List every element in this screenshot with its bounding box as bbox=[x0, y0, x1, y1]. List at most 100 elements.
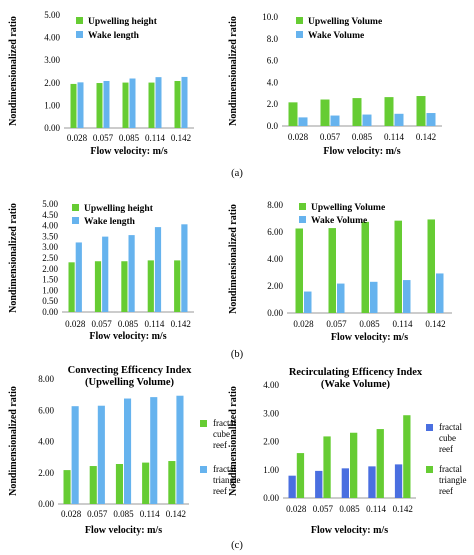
y-tick-label: 4.0 bbox=[267, 77, 279, 87]
bar-fractal-triangle-reef-0.114 bbox=[376, 429, 384, 498]
y-tick-label: 2.0 bbox=[267, 99, 279, 109]
x-tick-label: 0.028 bbox=[288, 132, 309, 142]
legend-label: Upwelling Volume bbox=[308, 17, 382, 27]
bar-upwelling-volume-0.114 bbox=[384, 97, 394, 126]
y-tick-label: 5.00 bbox=[44, 10, 60, 20]
bar-upwelling-volume-0.085 bbox=[361, 221, 369, 313]
x-tick-label: 0.114 bbox=[366, 504, 386, 514]
y-tick-label: 2.00 bbox=[38, 468, 54, 478]
bar-upwelling-height-0.142 bbox=[174, 260, 181, 312]
y-tick-label: 1.00 bbox=[263, 465, 279, 475]
x-tick-label: 0.142 bbox=[171, 319, 191, 329]
y-tick-label: 10.0 bbox=[262, 12, 278, 22]
bar-wake-length-0.114 bbox=[154, 227, 162, 312]
y-tick-label: 0.00 bbox=[263, 493, 279, 503]
y-tick-label: 4.00 bbox=[267, 254, 283, 264]
chart-1: 0.00 1.00 2.00 3.00 4.00 5.00 0.028 0.057 0.085 0… bbox=[8, 10, 194, 157]
bar-fractal-cube-reef-0.057 bbox=[89, 466, 97, 504]
x-tick-label: 0.142 bbox=[425, 319, 445, 329]
legend-label: Upwelling height bbox=[88, 17, 158, 27]
x-tick-label: 0.085 bbox=[118, 319, 139, 329]
bar-upwelling-height-0.114 bbox=[148, 82, 155, 128]
x-tick-label: 0.085 bbox=[359, 319, 380, 329]
x-tick-label: 0.085 bbox=[119, 133, 140, 143]
legend-swatch bbox=[76, 17, 83, 24]
bar-fractal-cube-reef-0.114 bbox=[142, 462, 150, 504]
chart-6: 0.00 1.00 2.00 3.00 4.00 0.028 0.057 0.085 0.114… bbox=[228, 367, 467, 536]
bar-upwelling-height-0.142 bbox=[174, 80, 181, 128]
x-tick-label: 0.085 bbox=[352, 132, 373, 142]
bar-upwelling-volume-0.057 bbox=[320, 99, 330, 126]
caption-b: (b) bbox=[231, 349, 244, 360]
bar-wake-volume-0.142 bbox=[426, 113, 436, 126]
charts-group: 0.001.002.003.004.005.000.028 0.057 0.085 0… bbox=[8, 10, 467, 536]
y-tick-label: 6.0 bbox=[267, 56, 279, 66]
bar-upwelling-height-0.085 bbox=[122, 82, 129, 128]
x-axis-label: Flow velocity: m/s bbox=[89, 331, 166, 342]
bar-upwelling-volume-0.085 bbox=[352, 98, 362, 126]
x-tick-label: 0.057 bbox=[326, 319, 347, 329]
legend-label-line: fractal bbox=[213, 418, 236, 428]
bar-fractal-cube-reef-0.085 bbox=[115, 464, 123, 504]
legend-swatch bbox=[200, 420, 207, 427]
bar-fractal-triangle-reef-0.114 bbox=[150, 397, 158, 504]
x-tick-label: 0.057 bbox=[87, 509, 108, 519]
y-tick-label: 4.00 bbox=[42, 221, 58, 231]
bar-upwelling-height-0.085 bbox=[121, 261, 128, 312]
x-tick-label: 0.028 bbox=[61, 509, 82, 519]
y-tick-label: 0.00 bbox=[267, 308, 283, 318]
legend-label: Upwelling height bbox=[84, 204, 154, 214]
bar-upwelling-volume-0.142 bbox=[427, 219, 435, 313]
x-tick-label: 0.085 bbox=[339, 504, 360, 514]
x-tick-label: 0.028 bbox=[286, 504, 307, 514]
x-axis-label: Flow velocity: m/s bbox=[311, 525, 388, 536]
legend-label: Wake length bbox=[88, 31, 140, 41]
x-axis-label: Flow velocity: m/s bbox=[85, 525, 162, 536]
chart-5: 0.00 2.00 4.00 6.00 8.00 0.028 0.057 0.085 0.114… bbox=[8, 365, 241, 536]
bar-upwelling-height-0.028 bbox=[70, 83, 77, 128]
y-tick-label: 0.00 bbox=[38, 499, 54, 509]
y-tick-label: 6.00 bbox=[38, 405, 54, 415]
legend-swatch bbox=[299, 203, 306, 210]
y-tick-label: 4.00 bbox=[44, 33, 60, 43]
legend-label-line: triangle bbox=[213, 475, 241, 485]
bar-fractal-triangle-reef-0.057 bbox=[323, 436, 331, 498]
y-tick-label: 2.00 bbox=[44, 78, 60, 88]
x-tick-label: 0.114 bbox=[384, 132, 404, 142]
bar-upwelling-volume-0.142 bbox=[416, 96, 426, 126]
x-tick-label: 0.114 bbox=[140, 509, 160, 519]
bar-fractal-cube-reef-0.142 bbox=[168, 461, 176, 504]
legend-swatch bbox=[76, 31, 83, 38]
legend-label: Upwelling Volume bbox=[311, 203, 385, 213]
legend-swatch bbox=[296, 17, 303, 24]
chart-3: 0.000.501.001.502.002.503.003.504.004.50… bbox=[8, 199, 194, 342]
bar-wake-length-0.057 bbox=[103, 80, 110, 128]
bar-upwelling-height-0.057 bbox=[96, 83, 103, 128]
x-tick-label: 0.142 bbox=[393, 504, 413, 514]
chart-title-line: Recirculating Efficency Index bbox=[289, 367, 423, 378]
legend-label-line: triangle bbox=[439, 475, 467, 485]
chart-title-line: (Upwelling Volume) bbox=[85, 377, 174, 388]
y-axis-label: Nondimensionalized ratio bbox=[228, 204, 239, 314]
bar-upwelling-volume-0.028 bbox=[295, 228, 303, 313]
bar-fractal-triangle-reef-0.028 bbox=[296, 453, 305, 498]
bar-fractal-cube-reef-0.028 bbox=[63, 470, 71, 504]
y-tick-label: 3.00 bbox=[44, 55, 60, 65]
y-tick-label: 2.00 bbox=[267, 281, 283, 291]
bar-wake-volume-0.114 bbox=[403, 280, 411, 313]
bar-wake-volume-0.142 bbox=[436, 273, 444, 313]
x-tick-label: 0.057 bbox=[91, 319, 112, 329]
x-tick-label: 0.028 bbox=[293, 319, 314, 329]
y-tick-label: 3.00 bbox=[263, 408, 279, 418]
y-tick-label: 6.00 bbox=[267, 227, 283, 237]
bar-fractal-triangle-reef-0.085 bbox=[124, 398, 132, 504]
legend-label-line: reef bbox=[439, 444, 453, 454]
legend-label: Wake Volume bbox=[311, 216, 367, 226]
legend-label: Wake Volume bbox=[308, 31, 364, 41]
legend-swatch bbox=[426, 424, 433, 431]
legend-label-line: reef bbox=[213, 440, 227, 450]
x-tick-label: 0.057 bbox=[313, 504, 334, 514]
bar-wake-volume-0.114 bbox=[394, 113, 404, 126]
bar-fractal-cube-reef-0.142 bbox=[394, 464, 403, 498]
bar-fractal-cube-reef-0.085 bbox=[341, 468, 349, 498]
